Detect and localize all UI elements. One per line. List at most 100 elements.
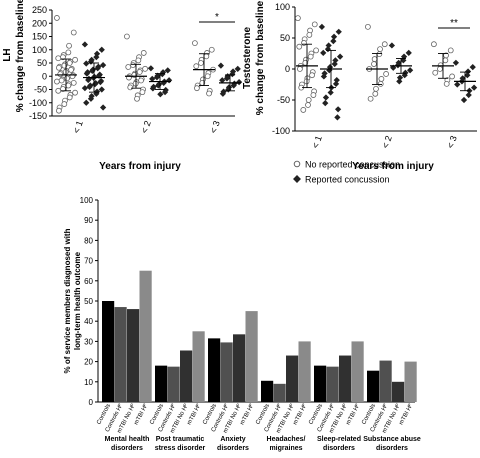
data-point-no-concussion bbox=[381, 41, 388, 48]
data-point-no-concussion bbox=[55, 87, 62, 94]
data-point-concussion bbox=[454, 81, 461, 88]
category-label: Headaches/ bbox=[267, 436, 306, 443]
data-point-no-concussion bbox=[383, 71, 390, 77]
data-point-no-concussion bbox=[309, 72, 315, 79]
y-tick-label: 0 bbox=[89, 398, 94, 407]
data-point-concussion bbox=[83, 70, 91, 77]
data-point-no-concussion bbox=[204, 73, 211, 80]
data-point-concussion bbox=[153, 74, 161, 81]
data-point-concussion bbox=[149, 75, 156, 83]
data-point-no-concussion bbox=[66, 42, 72, 49]
category-label: disorders bbox=[217, 445, 249, 452]
data-point-no-concussion bbox=[305, 102, 311, 108]
y-tick-label: 40 bbox=[84, 317, 93, 326]
data-point-concussion bbox=[81, 41, 89, 48]
y-tick-label: 50 bbox=[280, 33, 290, 43]
data-point-no-concussion bbox=[72, 56, 78, 63]
y-tick-label: -50 bbox=[277, 95, 290, 105]
y-tick-label: 150 bbox=[32, 32, 47, 42]
category-label: Anxiety bbox=[220, 436, 245, 443]
y-tick-label: 90 bbox=[84, 216, 93, 225]
data-point-concussion bbox=[219, 90, 227, 97]
data-point-concussion bbox=[157, 91, 164, 98]
y-tick-label: 80 bbox=[84, 236, 93, 245]
x-group-label: < 1 bbox=[310, 134, 324, 149]
y-axis-subtitle: long-term health outcome bbox=[73, 251, 82, 350]
data-point-concussion bbox=[81, 85, 89, 92]
data-point-no-concussion bbox=[193, 85, 200, 92]
data-point-no-concussion bbox=[296, 43, 303, 50]
data-point-no-concussion bbox=[378, 76, 385, 82]
data-point-no-concussion bbox=[58, 77, 65, 84]
data-point-concussion bbox=[147, 65, 155, 72]
category-label: Substance abuse bbox=[363, 436, 421, 443]
bar bbox=[379, 360, 392, 402]
data-point-no-concussion bbox=[364, 23, 371, 30]
data-point-no-concussion bbox=[142, 65, 149, 72]
data-point-no-concussion bbox=[61, 101, 68, 107]
data-point-concussion bbox=[99, 104, 107, 111]
bar bbox=[233, 334, 246, 402]
data-point-concussion bbox=[87, 95, 95, 102]
bar bbox=[286, 355, 299, 402]
data-point-no-concussion bbox=[442, 57, 449, 64]
category-label: stress disorder bbox=[155, 445, 206, 452]
data-point-no-concussion bbox=[70, 79, 77, 86]
y-tick-label: 50 bbox=[84, 297, 93, 306]
y-tick-label: 0 bbox=[42, 71, 47, 81]
x-group-label: < 2 bbox=[380, 134, 394, 149]
data-point-concussion bbox=[164, 67, 171, 74]
data-point-no-concussion bbox=[307, 53, 314, 60]
data-point-concussion bbox=[229, 71, 236, 78]
bar bbox=[167, 366, 180, 402]
bar bbox=[367, 370, 380, 402]
data-point-concussion bbox=[98, 86, 105, 93]
data-point-no-concussion bbox=[68, 66, 74, 73]
data-point-concussion bbox=[219, 77, 226, 84]
data-point-concussion bbox=[334, 114, 341, 121]
bar bbox=[314, 365, 327, 402]
data-point-no-concussion bbox=[140, 50, 147, 56]
data-point-concussion bbox=[460, 96, 468, 104]
bar bbox=[326, 366, 339, 402]
y-tick-label: 0 bbox=[285, 64, 290, 74]
category-label: disorders bbox=[323, 445, 355, 452]
data-point-no-concussion bbox=[208, 46, 215, 53]
y-tick-label: 50 bbox=[37, 58, 47, 68]
data-point-concussion bbox=[318, 23, 326, 30]
legend: No reported concussion Reported concussi… bbox=[293, 160, 400, 185]
data-point-concussion bbox=[83, 60, 90, 67]
x-axis-title: Years from injury bbox=[352, 161, 434, 172]
data-point-concussion bbox=[91, 81, 99, 88]
data-point-no-concussion bbox=[296, 66, 303, 72]
data-point-no-concussion bbox=[300, 107, 307, 113]
data-point-concussion bbox=[336, 53, 344, 60]
data-point-no-concussion bbox=[305, 97, 312, 103]
y-tick-label: -100 bbox=[272, 126, 290, 136]
data-point-no-concussion bbox=[203, 53, 210, 60]
data-point-concussion bbox=[85, 76, 92, 84]
data-point-no-concussion bbox=[57, 71, 64, 78]
data-point-concussion bbox=[230, 82, 237, 89]
data-point-no-concussion bbox=[377, 46, 383, 53]
data-point-concussion bbox=[405, 49, 412, 56]
significance-label: * bbox=[215, 12, 219, 23]
bar bbox=[127, 309, 140, 402]
data-point-no-concussion bbox=[447, 47, 454, 54]
data-point-no-concussion bbox=[65, 49, 72, 56]
legend-no-concussion-label: No reported concussion bbox=[305, 160, 400, 170]
data-point-concussion bbox=[97, 78, 104, 86]
bar bbox=[261, 380, 274, 402]
data-point-no-concussion bbox=[127, 84, 134, 91]
x-group-label: < 2 bbox=[139, 119, 153, 134]
data-point-no-concussion bbox=[371, 61, 377, 67]
x-axis-title: Years from injury bbox=[99, 161, 181, 172]
bar bbox=[273, 383, 286, 402]
x-group-label: < 3 bbox=[208, 119, 222, 134]
data-point-no-concussion bbox=[313, 47, 320, 54]
data-point-no-concussion bbox=[130, 62, 136, 69]
data-point-no-concussion bbox=[70, 29, 77, 36]
bar bbox=[392, 381, 405, 402]
legend-concussion-label: Reported concussion bbox=[305, 175, 390, 185]
data-point-no-concussion bbox=[198, 60, 204, 66]
